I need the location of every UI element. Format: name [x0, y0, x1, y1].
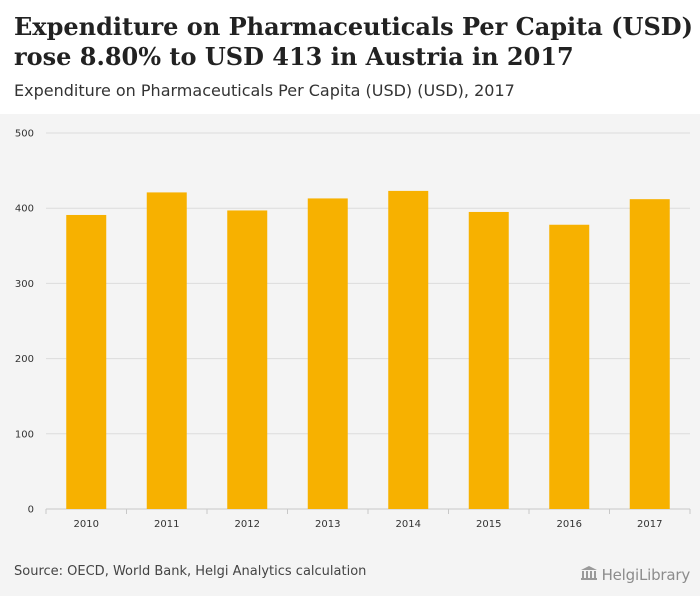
bar-chart: 0 100 200 300 400 500 2010 2011 2012 2013 2014 2015…	[15, 129, 691, 530]
x-tick-label: 2017	[637, 519, 662, 530]
y-tick-label: 100	[15, 429, 34, 440]
logo-text: HelgiLibrary	[601, 566, 691, 584]
bar-2011	[146, 192, 187, 509]
chart-header: Expenditure on Pharmaceuticals Per Capit…	[0, 0, 700, 114]
helgi-library-logo[interactable]: HelgiLibrary	[580, 562, 690, 588]
x-tick-label: 2012	[235, 519, 260, 530]
bar-2015	[468, 211, 509, 509]
y-tick-label: 200	[15, 354, 34, 365]
bar-2010	[66, 214, 107, 509]
bar-2014	[388, 190, 429, 509]
bar-2012	[227, 210, 268, 509]
library-building-icon	[580, 565, 598, 585]
x-tick-label: 2016	[557, 519, 582, 530]
y-tick-label: 500	[15, 129, 34, 140]
x-tick-label: 2013	[315, 519, 340, 530]
y-tick-label: 300	[15, 279, 34, 290]
bar-2013	[307, 198, 348, 509]
y-tick-label: 400	[15, 204, 34, 215]
chart-area: 0 100 200 300 400 500 2010 2011 2012 2013 2014 2015…	[0, 114, 700, 562]
x-tick-label: 2011	[154, 519, 179, 530]
source-note: Source: OECD, World Bank, Helgi Analytic…	[14, 564, 367, 579]
x-tick-label: 2015	[476, 519, 501, 530]
chart-footer: Source: OECD, World Bank, Helgi Analytic…	[0, 562, 700, 596]
x-tick-label: 2010	[74, 519, 99, 530]
x-tick-label: 2014	[396, 519, 421, 530]
bar-2017	[629, 199, 670, 509]
bar-2016	[549, 224, 590, 509]
chart-title: Expenditure on Pharmaceuticals Per Capit…	[14, 12, 693, 71]
chart-subtitle: Expenditure on Pharmaceuticals Per Capit…	[14, 81, 515, 100]
y-tick-label: 0	[28, 505, 34, 516]
